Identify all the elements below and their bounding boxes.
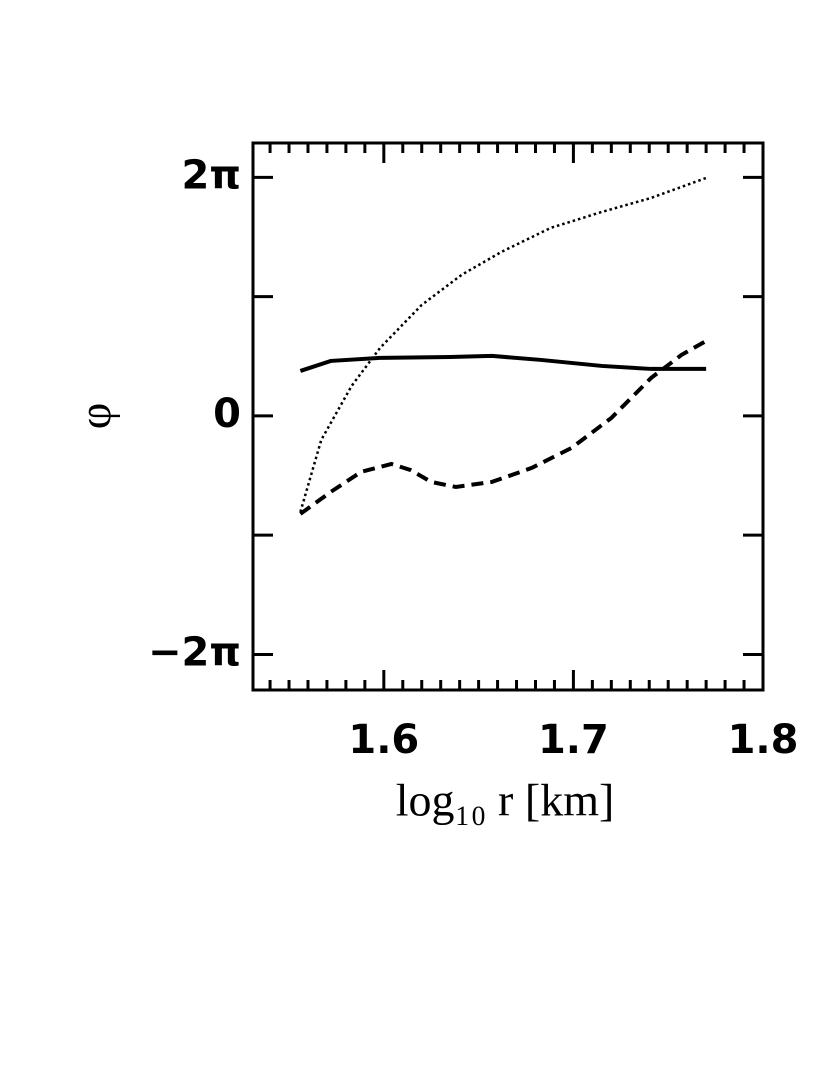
data-line: [299, 176, 707, 513]
x-tick-label: 1.8: [728, 717, 799, 763]
x-tick-label: 1.7: [538, 717, 609, 763]
plot-frame: [251, 141, 765, 692]
data-line: [299, 353, 707, 373]
y-tick-label: 2π: [182, 152, 241, 198]
y-tick-label: −2π: [148, 629, 241, 675]
x-axis-label: log₁₀ r [km]: [396, 775, 615, 826]
y-axis-label: φ: [70, 403, 121, 430]
data-line: [299, 339, 708, 516]
y-tick-label: 0: [213, 391, 241, 437]
x-tick-label: 1.6: [348, 717, 419, 763]
